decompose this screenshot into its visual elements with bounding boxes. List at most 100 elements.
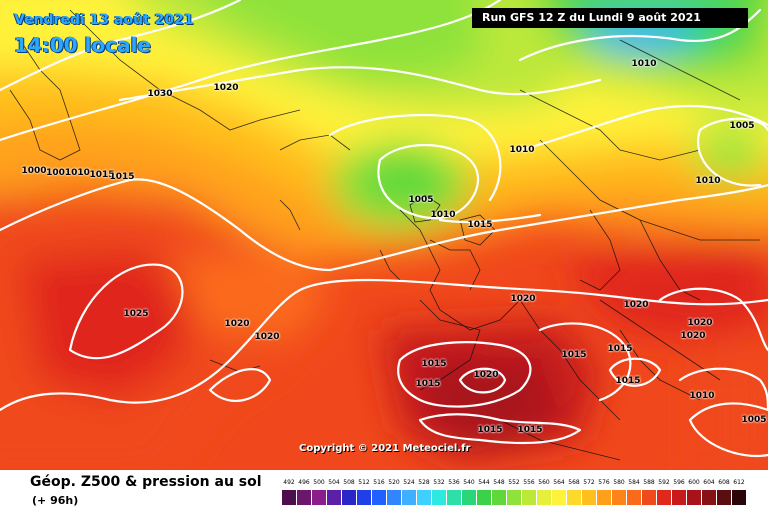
isobar-label: 1010 [695, 176, 721, 186]
legend-color-swatch [537, 490, 551, 505]
isobar-label: 1010 [689, 391, 715, 401]
isobar-label: 1015 [415, 379, 441, 389]
isobar-label: 1020 [254, 332, 280, 342]
isobar-label: 1001010 [46, 168, 90, 178]
legend-tick-label: 496 [298, 479, 310, 486]
legend-tick-label: 520 [388, 479, 400, 486]
legend-tick-label: 560 [538, 479, 550, 486]
isobar-label: 1005 [741, 415, 767, 425]
legend-tick-label: 536 [448, 479, 460, 486]
isobar-label: 1030 [147, 89, 173, 99]
legend-color-swatch [387, 490, 401, 505]
legend-tick-label: 612 [733, 479, 745, 486]
legend-color-swatch [702, 490, 716, 505]
isobar-label: 1020 [687, 318, 713, 328]
legend-color-swatch [567, 490, 581, 505]
isobar-label: 1010 [430, 210, 456, 220]
legend-color-swatch [357, 490, 371, 505]
isobar-label: 1020 [680, 331, 706, 341]
legend-color-swatch [477, 490, 491, 505]
legend-tick-label: 492 [283, 479, 295, 486]
legend-color-swatch [297, 490, 311, 505]
legend-color-swatch [417, 490, 431, 505]
legend-color-swatch [402, 490, 416, 505]
isobar-label: 1015 [467, 220, 493, 230]
isobar-label: 1010 [509, 145, 535, 155]
legend-color-swatch [432, 490, 446, 505]
legend-color-swatch [282, 490, 296, 505]
legend-color-swatch [687, 490, 701, 505]
legend-color-swatch [717, 490, 731, 505]
geopotential-field [0, 0, 768, 470]
legend-tick-label: 500 [313, 479, 325, 486]
legend-tick-label: 508 [343, 479, 355, 486]
color-scale-legend: 492 496 500 504 508 512 516 520 524 528 532 536 540 5… [282, 470, 752, 512]
isobar-label: 1015 [421, 359, 447, 369]
legend-tick-label: 580 [613, 479, 625, 486]
legend-tick-label: 572 [583, 479, 595, 486]
legend-color-swatch [492, 490, 506, 505]
legend-color-swatch [627, 490, 641, 505]
legend-color-swatch [447, 490, 461, 505]
map-footer: Géop. Z500 & pression au sol (+ 96h) 492… [0, 470, 768, 512]
legend-tick-label: 512 [358, 479, 370, 486]
model-run-banner: Run GFS 12 Z du Lundi 9 août 2021 [472, 8, 748, 28]
legend-tick-label: 548 [493, 479, 505, 486]
isobar-label: 1010 [631, 59, 657, 69]
legend-tick-label: 600 [688, 479, 700, 486]
isobar-label: 1020 [473, 370, 499, 380]
legend-tick-label: 504 [328, 479, 340, 486]
legend-color-swatch [672, 490, 686, 505]
isobar-label: 1020 [623, 300, 649, 310]
legend-color-swatch [642, 490, 656, 505]
legend-tick-label: 568 [568, 479, 580, 486]
legend-color-swatch [312, 490, 326, 505]
weather-map: Vendredi 13 août 2021 14:00 locale Run G… [0, 0, 768, 470]
legend-tick-label: 532 [433, 479, 445, 486]
legend-color-swatch [372, 490, 386, 505]
legend-color-swatch [522, 490, 536, 505]
legend-color-swatch [597, 490, 611, 505]
isobar-label: 1015 [109, 172, 135, 182]
copyright-notice: Copyright © 2021 Meteociel.fr [299, 443, 471, 454]
isobar-label: 1000 [21, 166, 47, 176]
legend-tick-label: 524 [403, 479, 415, 486]
legend-color-swatch [582, 490, 596, 505]
chart-title: Géop. Z500 & pression au sol [30, 474, 262, 490]
isobar-label: 1015 [615, 376, 641, 386]
isobar-label: 1015 [477, 425, 503, 435]
isobar-label: 1015 [607, 344, 633, 354]
legend-tick-label: 564 [553, 479, 565, 486]
legend-tick-label: 544 [478, 479, 490, 486]
legend-color-swatch [507, 490, 521, 505]
forecast-date: Vendredi 13 août 2021 [14, 12, 194, 28]
isobar-label: 1020 [213, 83, 239, 93]
isobar-label: 1015 [89, 170, 115, 180]
forecast-horizon: (+ 96h) [32, 494, 79, 507]
legend-tick-label: 540 [463, 479, 475, 486]
forecast-local-time: 14:00 locale [14, 33, 151, 57]
legend-tick-label: 588 [643, 479, 655, 486]
legend-tick-label: 528 [418, 479, 430, 486]
isobar-label: 1005 [729, 121, 755, 131]
legend-tick-label: 604 [703, 479, 715, 486]
isobar-label: 1020 [510, 294, 536, 304]
legend-tick-label: 608 [718, 479, 730, 486]
legend-color-swatch [732, 490, 746, 505]
legend-color-swatch [342, 490, 356, 505]
legend-color-swatch [462, 490, 476, 505]
isobar-label: 1020 [224, 319, 250, 329]
legend-tick-label: 584 [628, 479, 640, 486]
legend-tick-label: 596 [673, 479, 685, 486]
legend-color-swatch [552, 490, 566, 505]
legend-tick-label: 576 [598, 479, 610, 486]
legend-tick-label: 592 [658, 479, 670, 486]
isobar-label: 1015 [517, 425, 543, 435]
legend-tick-label: 556 [523, 479, 535, 486]
legend-color-swatch [612, 490, 626, 505]
legend-color-swatch [327, 490, 341, 505]
legend-color-swatch [657, 490, 671, 505]
legend-tick-label: 552 [508, 479, 520, 486]
isobar-label: 1015 [561, 350, 587, 360]
legend-tick-label: 516 [373, 479, 385, 486]
